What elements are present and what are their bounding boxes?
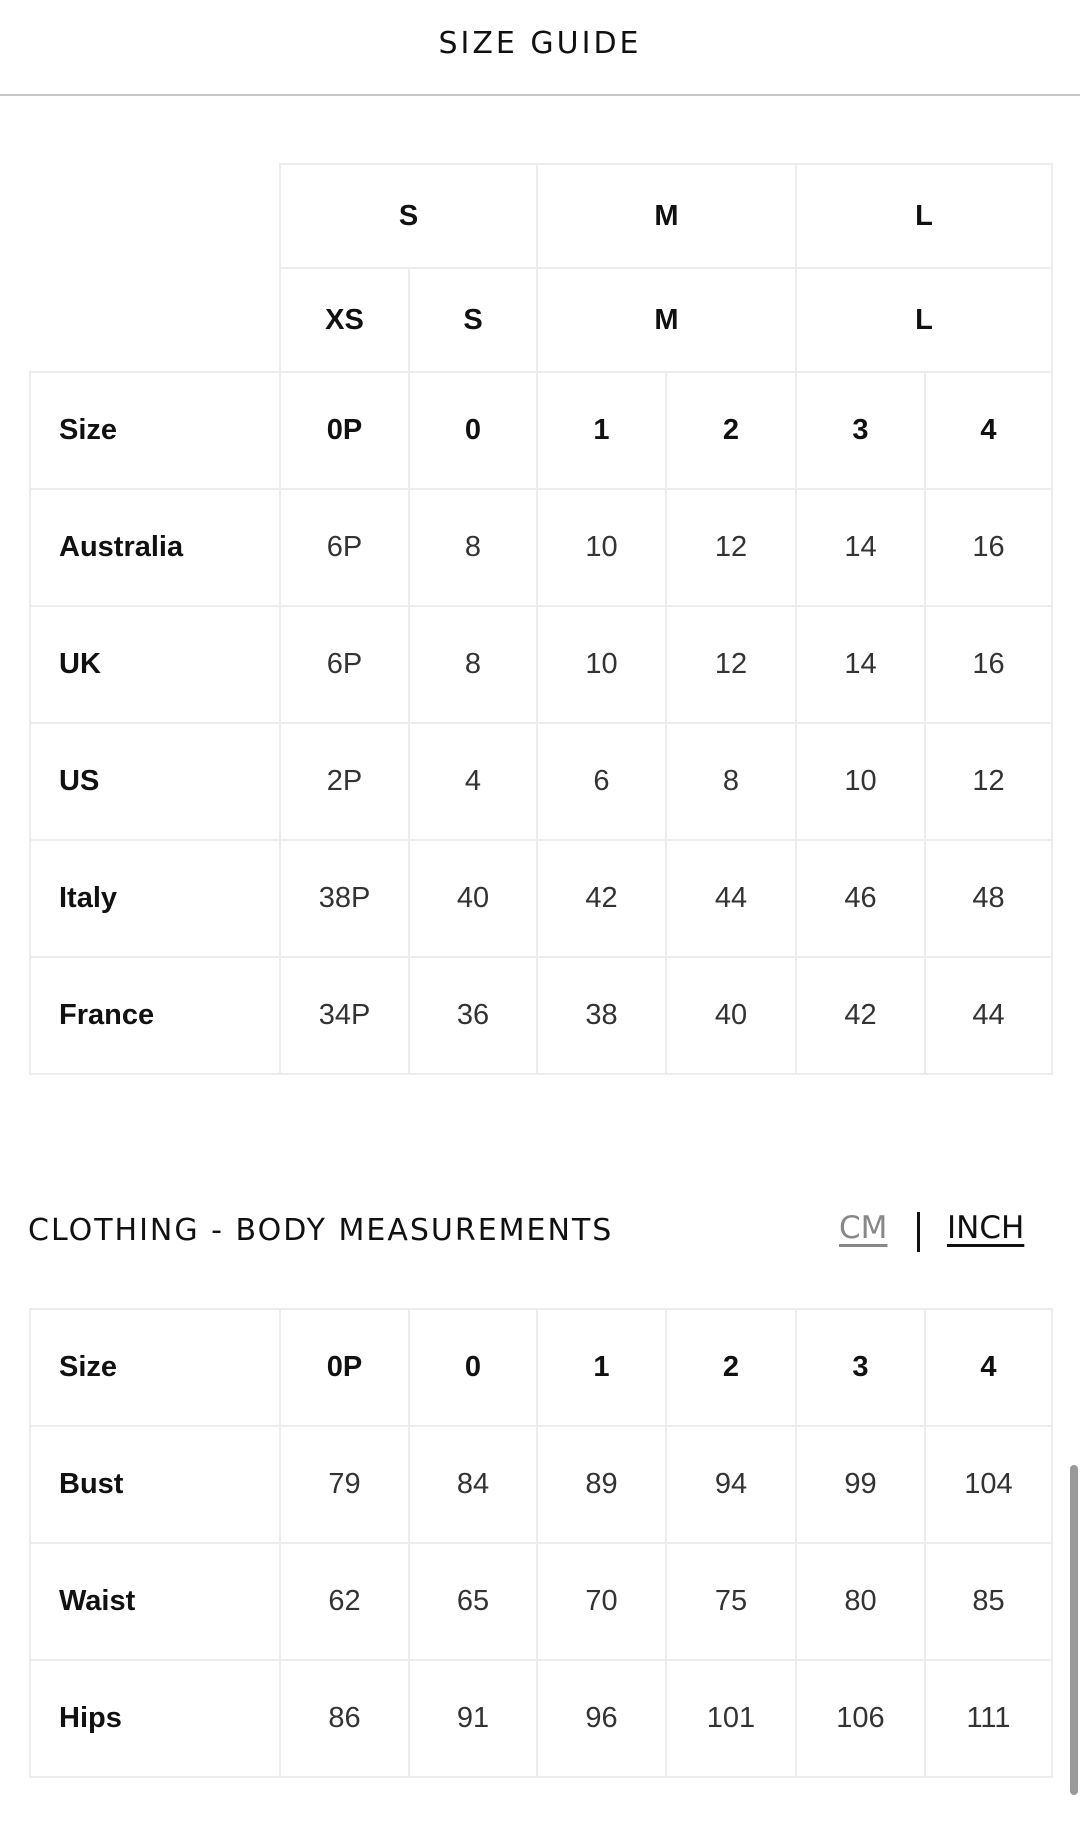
letter-size-row: XS S M L: [30, 267, 1053, 373]
table-cell: 1: [536, 371, 667, 490]
row-label: Australia: [29, 488, 281, 607]
table-cell: 46: [795, 839, 926, 958]
table-cell: 0: [408, 371, 538, 490]
table-cell: 91: [408, 1659, 538, 1778]
unit-separator: [917, 1212, 920, 1252]
table-row: Italy 38P 40 42 44 46 48: [29, 839, 1053, 958]
letter-size-cell: S: [408, 267, 538, 373]
table-cell: 80: [795, 1542, 926, 1661]
page-title: SIZE GUIDE: [438, 26, 642, 61]
table-row: France 34P 36 38 40 42 44: [29, 956, 1053, 1075]
table-cell: 6P: [279, 488, 410, 607]
header: SIZE GUIDE: [0, 0, 1080, 96]
table-cell: 14: [795, 488, 926, 607]
table-cell: 84: [408, 1425, 538, 1544]
group-header-cell: S: [279, 163, 538, 269]
table-cell: 2: [665, 371, 797, 490]
table-cell: 96: [536, 1659, 667, 1778]
table-cell: 94: [665, 1425, 797, 1544]
table-cell: 12: [665, 605, 797, 724]
table-cell: 10: [536, 488, 667, 607]
table-row: Hips 86 91 96 101 106 111: [29, 1659, 1053, 1778]
scrollbar[interactable]: [1070, 1465, 1078, 1795]
table-cell: 0: [408, 1308, 538, 1427]
table-row: Waist 62 65 70 75 80 85: [29, 1542, 1053, 1661]
table-cell: 65: [408, 1542, 538, 1661]
table-cell: 2: [665, 1308, 797, 1427]
table-cell: 85: [924, 1542, 1053, 1661]
table-cell: 4: [408, 722, 538, 841]
group-header-cell: L: [795, 163, 1053, 269]
table-cell: 12: [665, 488, 797, 607]
section-heading: CLOTHING - BODY MEASUREMENTS: [28, 1213, 614, 1248]
table-cell: 106: [795, 1659, 926, 1778]
empty-corner-cell: [30, 164, 281, 373]
table-cell: 99: [795, 1425, 926, 1544]
row-label: France: [29, 956, 281, 1075]
letter-size-cell: XS: [279, 267, 410, 373]
row-label: US: [29, 722, 281, 841]
row-label: UK: [29, 605, 281, 724]
table-cell: 40: [665, 956, 797, 1075]
unit-cm-link[interactable]: CM: [839, 1210, 888, 1246]
table-cell: 6P: [279, 605, 410, 724]
table-cell: 8: [665, 722, 797, 841]
table-cell: 10: [536, 605, 667, 724]
table-cell: 42: [536, 839, 667, 958]
table-cell: 3: [795, 1308, 926, 1427]
row-label: Waist: [29, 1542, 281, 1661]
table-cell: 79: [279, 1425, 410, 1544]
table-cell: 44: [665, 839, 797, 958]
table-cell: 62: [279, 1542, 410, 1661]
table-cell: 0P: [279, 371, 410, 490]
row-label: Size: [29, 371, 281, 490]
table-cell: 0P: [279, 1308, 410, 1427]
table-row: Bust 79 84 89 94 99 104: [29, 1425, 1053, 1544]
table-cell: 36: [408, 956, 538, 1075]
table-cell: 42: [795, 956, 926, 1075]
table-cell: 2P: [279, 722, 410, 841]
table-cell: 101: [665, 1659, 797, 1778]
row-label: Hips: [29, 1659, 281, 1778]
row-label: Italy: [29, 839, 281, 958]
table-cell: 38P: [279, 839, 410, 958]
table-row: Size 0P 0 1 2 3 4: [29, 371, 1053, 490]
table-cell: 4: [924, 371, 1053, 490]
table-cell: 38: [536, 956, 667, 1075]
table-row: US 2P 4 6 8 10 12: [29, 722, 1053, 841]
table-cell: 12: [924, 722, 1053, 841]
unit-inch-link[interactable]: INCH: [947, 1210, 1025, 1246]
table-cell: 8: [408, 605, 538, 724]
size-conversion-table: S M L XS S M L Size 0P 0 1 2 3 4 Australia 6P 8 10 12 14 16 U…: [29, 163, 1053, 1075]
table-cell: 6: [536, 722, 667, 841]
table-cell: 4: [924, 1308, 1053, 1427]
table-cell: 8: [408, 488, 538, 607]
row-label: Bust: [29, 1425, 281, 1544]
table-cell: 86: [279, 1659, 410, 1778]
table-cell: 1: [536, 1308, 667, 1427]
body-measurements-table: Size 0P 0 1 2 3 4 Bust 79 84 89 94 99 104 Waist 62 65 70 7…: [29, 1308, 1053, 1778]
table-row: UK 6P 8 10 12 14 16: [29, 605, 1053, 724]
table-row: Size 0P 0 1 2 3 4: [29, 1308, 1053, 1427]
table-cell: 44: [924, 956, 1053, 1075]
table-cell: 34P: [279, 956, 410, 1075]
table-cell: 3: [795, 371, 926, 490]
table-cell: 40: [408, 839, 538, 958]
table-cell: 14: [795, 605, 926, 724]
table-cell: 75: [665, 1542, 797, 1661]
table-cell: 16: [924, 488, 1053, 607]
table-row: Australia 6P 8 10 12 14 16: [29, 488, 1053, 607]
table-cell: 111: [924, 1659, 1053, 1778]
table-cell: 89: [536, 1425, 667, 1544]
table-cell: 48: [924, 839, 1053, 958]
table-cell: 104: [924, 1425, 1053, 1544]
letter-size-cell: M: [536, 267, 797, 373]
table-cell: 10: [795, 722, 926, 841]
table-cell: 70: [536, 1542, 667, 1661]
group-header-cell: M: [536, 163, 797, 269]
row-label: Size: [29, 1308, 281, 1427]
letter-size-cell: L: [795, 267, 1053, 373]
table-cell: 16: [924, 605, 1053, 724]
